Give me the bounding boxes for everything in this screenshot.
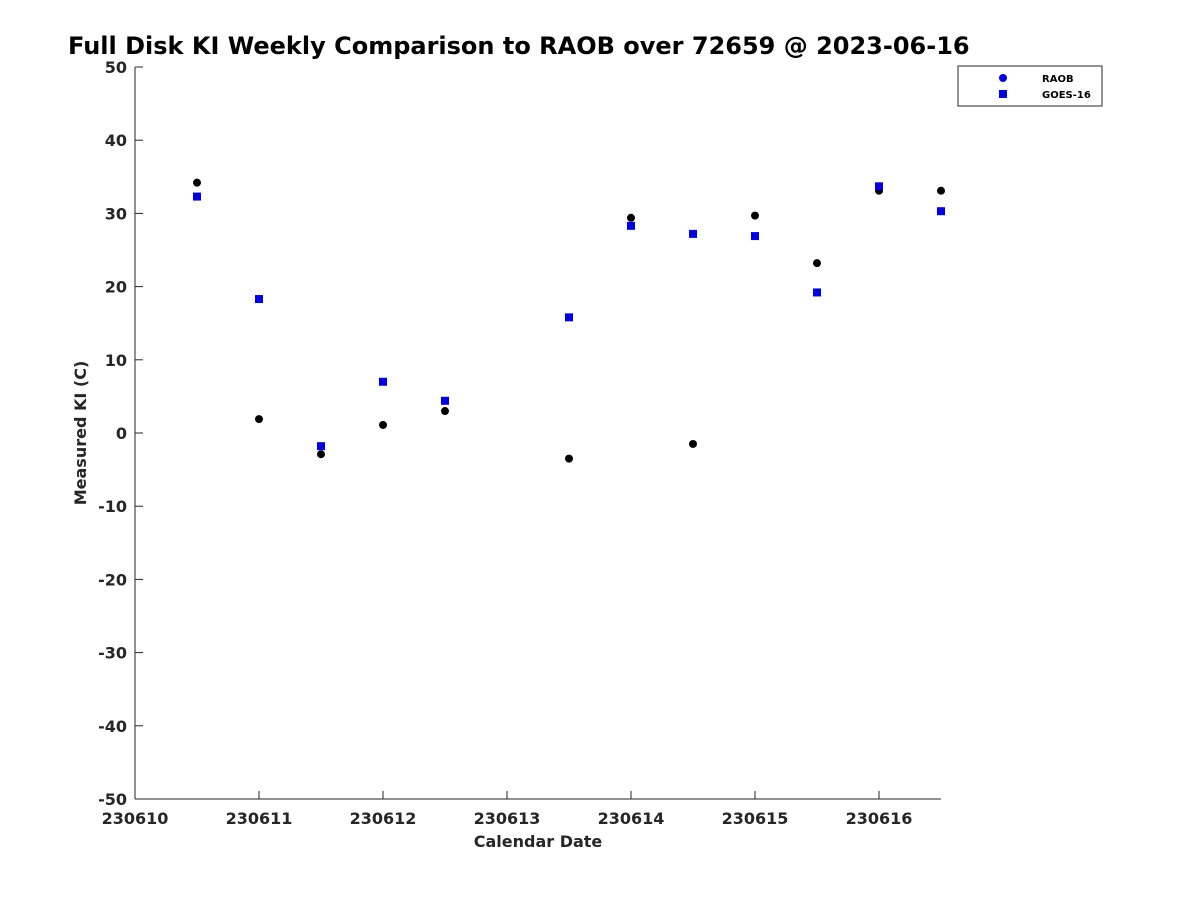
raob-point xyxy=(627,213,635,222)
legend-label: GOES-16 xyxy=(1042,90,1091,101)
legend-marker xyxy=(999,74,1007,82)
raob-point xyxy=(751,211,759,220)
x-axis: 230610 230611 230612 230613 230614 230615 2306… xyxy=(102,791,941,828)
series-goes-16 xyxy=(193,182,945,451)
goes-point xyxy=(317,442,325,451)
y-tick-label: -10 xyxy=(98,497,127,516)
y-tick-label: -40 xyxy=(98,717,127,736)
y-tick-label: 50 xyxy=(105,58,127,77)
goes-point xyxy=(813,288,821,297)
goes-point xyxy=(627,221,635,230)
x-tick-label: 230614 xyxy=(598,809,665,828)
goes-point xyxy=(875,182,883,191)
x-tick-label: 230612 xyxy=(350,809,417,828)
goes-point xyxy=(565,313,573,322)
y-tick-label: 20 xyxy=(105,278,127,297)
y-tick-label: -50 xyxy=(98,790,127,809)
raob-point xyxy=(937,186,945,195)
legend-marker xyxy=(999,90,1007,98)
legend: RAOB GOES-16 xyxy=(957,65,1103,107)
plot-area xyxy=(193,178,945,463)
y-tick-label: 0 xyxy=(116,424,127,443)
goes-point xyxy=(255,295,263,304)
x-tick-label: 230611 xyxy=(226,809,293,828)
y-tick-label: -20 xyxy=(98,570,127,589)
x-tick-label: 230615 xyxy=(722,809,789,828)
goes-point xyxy=(937,207,945,216)
y-tick-label: 10 xyxy=(105,351,127,370)
y-axis-label: Measured KI (C) xyxy=(71,361,90,506)
raob-point xyxy=(565,454,573,463)
chart-title: Full Disk KI Weekly Comparison to RAOB o… xyxy=(68,32,970,60)
y-tick-label: -30 xyxy=(98,644,127,663)
raob-point xyxy=(379,420,387,429)
x-tick-label: 230616 xyxy=(846,809,913,828)
y-axis: -50 -40 -30 -20 -10 0 10 20 30 40 50 xyxy=(98,58,143,809)
x-axis-label: Calendar Date xyxy=(474,832,603,851)
raob-point xyxy=(317,450,325,459)
raob-point xyxy=(813,259,821,268)
legend-box xyxy=(957,65,1103,107)
x-tick-label: 230610 xyxy=(102,809,169,828)
goes-point xyxy=(689,229,697,238)
goes-point xyxy=(441,396,449,405)
goes-point xyxy=(379,377,387,386)
y-tick-label: 30 xyxy=(105,204,127,223)
legend-label: RAOB xyxy=(1042,74,1074,85)
raob-point xyxy=(255,415,263,424)
goes-point xyxy=(193,192,201,201)
x-tick-label: 230613 xyxy=(474,809,541,828)
series-raob xyxy=(193,178,945,463)
raob-point xyxy=(193,178,201,187)
y-tick-label: 40 xyxy=(105,131,127,150)
raob-point xyxy=(441,407,449,416)
goes-point xyxy=(751,232,759,241)
raob-point xyxy=(689,439,697,448)
